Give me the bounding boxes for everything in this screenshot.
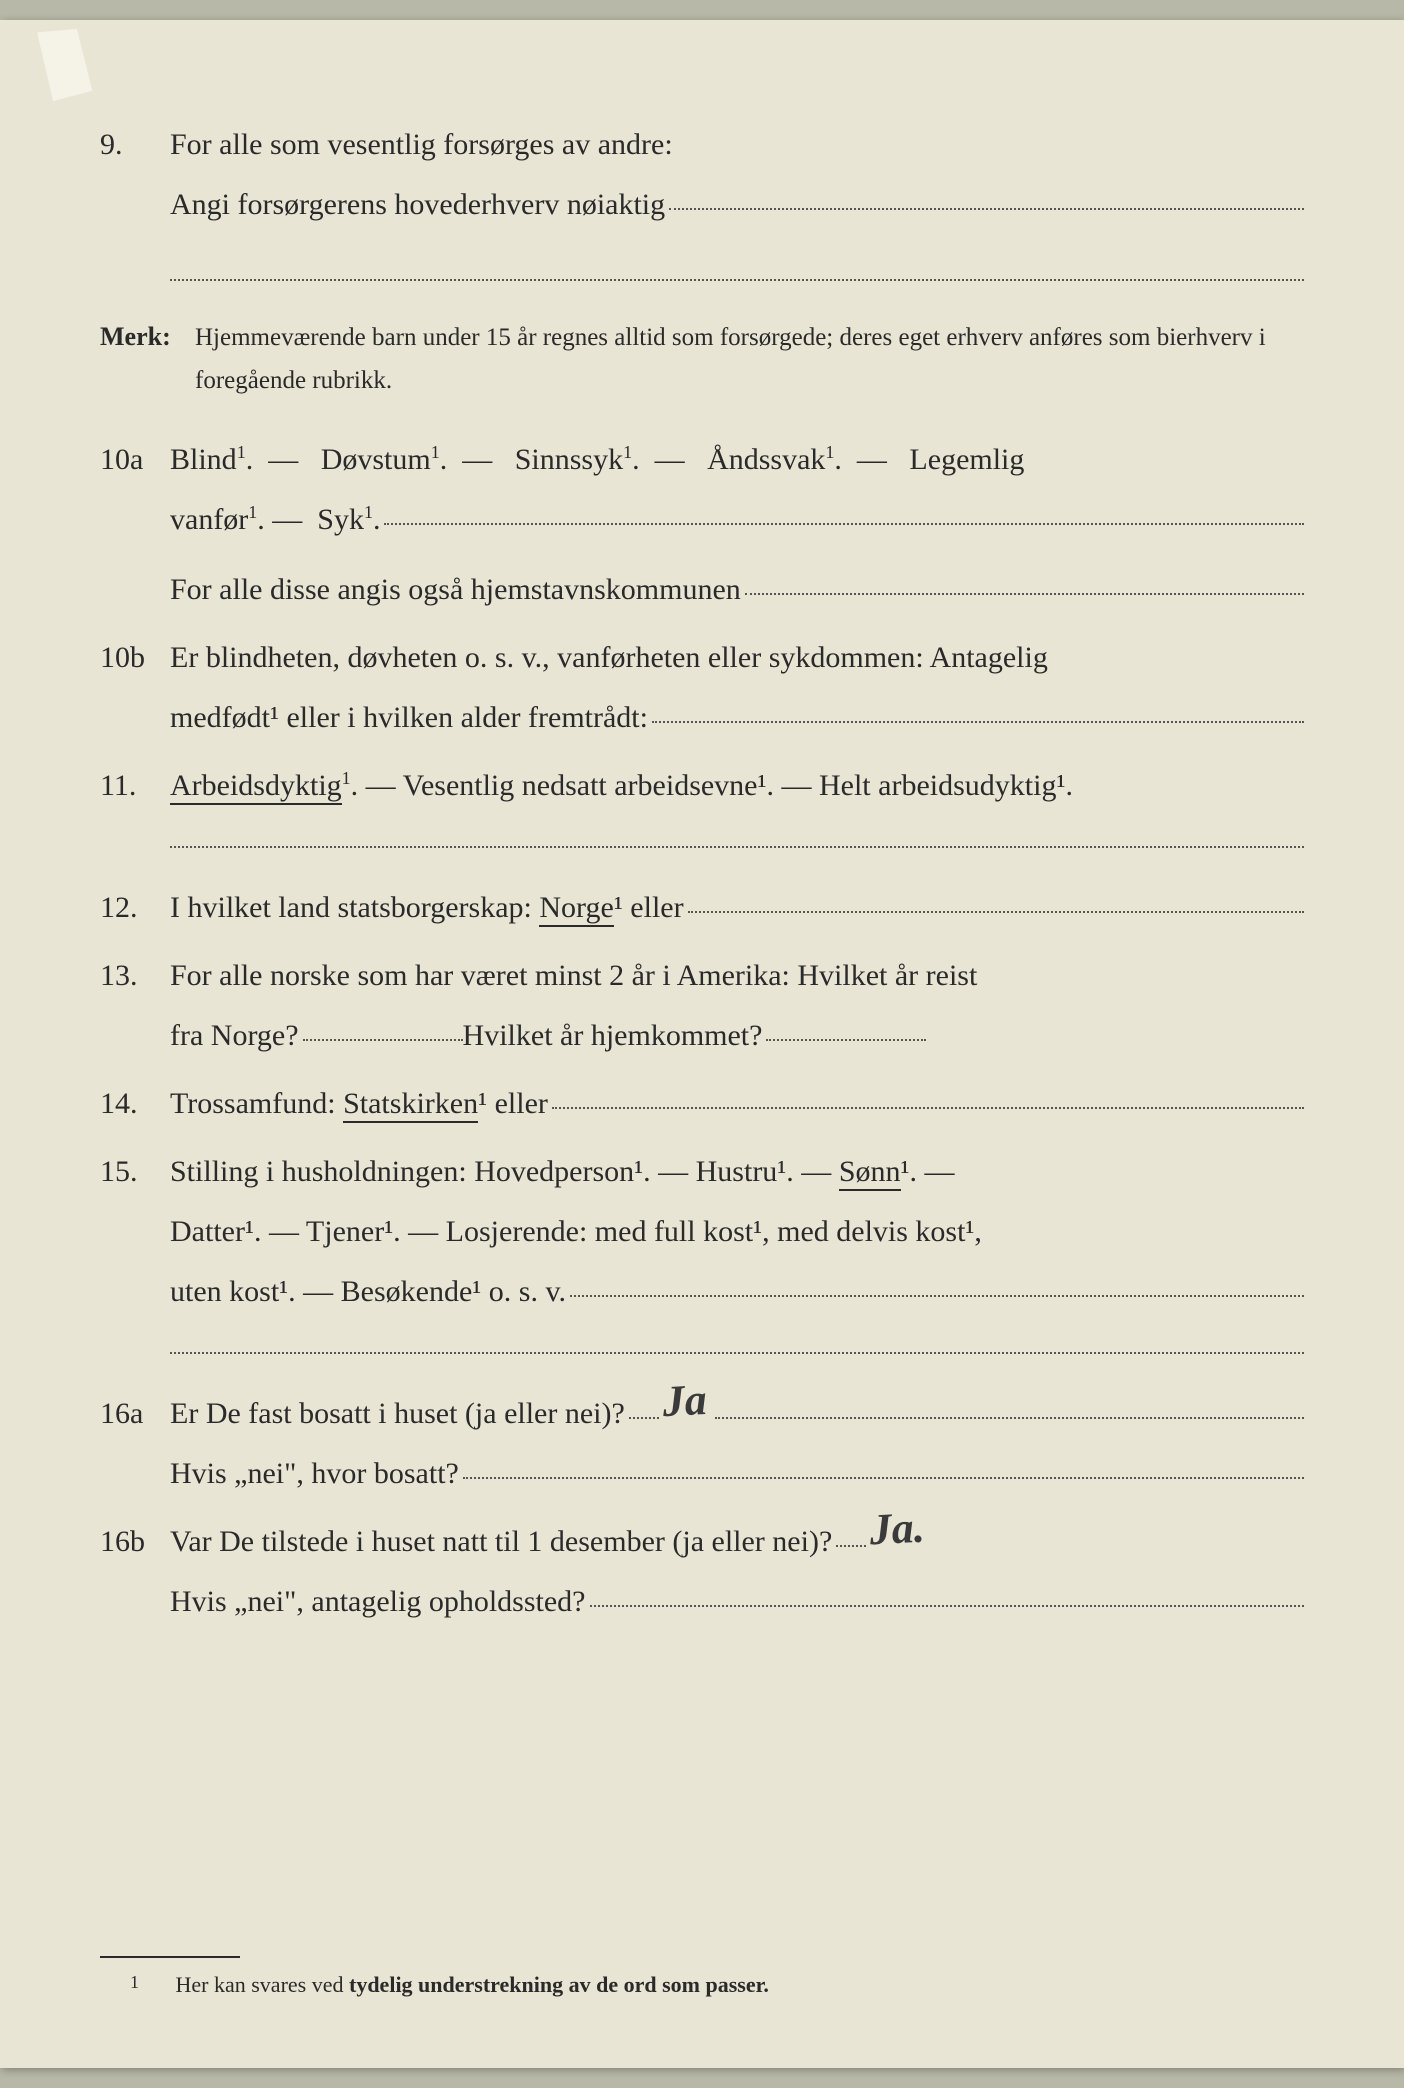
footnote: 1 Her kan svares ved tydelig understrekn… [95, 1972, 1304, 1998]
q15-blank-line[interactable] [170, 1352, 1304, 1354]
q15-number: 15. [95, 1143, 170, 1200]
q12-content: I hvilket land statsborgerskap: Norge¹ e… [170, 878, 1304, 938]
torn-corner-decoration [37, 28, 93, 102]
q10a-options-line2: vanfør1. — Syk1. [170, 490, 1304, 550]
q10b-line2: medfødt¹ eller i hvilken alder fremtrådt… [170, 688, 1304, 748]
q13-year-left-blank[interactable] [303, 1011, 463, 1041]
q14-blank[interactable] [552, 1079, 1304, 1109]
q10b-content: Er blindheten, døvheten o. s. v., vanfør… [170, 628, 1304, 748]
question-15: 15. Stilling i husholdningen: Hovedperso… [95, 1142, 1304, 1322]
q12-selected-option[interactable]: Norge [539, 891, 613, 927]
q13-content: For alle norske som har været minst 2 år… [170, 946, 1304, 1066]
q16a-number: 16a [95, 1385, 170, 1442]
q16b-content: Var De tilstede i huset natt til 1 desem… [170, 1512, 1304, 1632]
q16b-followup: Hvis „nei", antagelig opholdssted? [170, 1572, 1304, 1632]
q10a-content: Blind1. — Døvstum1. — Sinnssyk1. — Åndss… [170, 430, 1304, 620]
footnote-marker: 1 [130, 1972, 170, 1993]
q15-line3: uten kost¹. — Besøkende¹ o. s. v. [170, 1262, 1304, 1322]
question-12: 12. I hvilket land statsborgerskap: Norg… [95, 878, 1304, 938]
q10a-options-line1: Blind1. — Døvstum1. — Sinnssyk1. — Åndss… [170, 430, 1304, 490]
q11-blank-line[interactable] [170, 846, 1304, 848]
q11-number: 11. [95, 757, 170, 814]
census-form-page: 9. For alle som vesentlig forsørges av a… [0, 20, 1404, 2068]
q14-number: 14. [95, 1075, 170, 1132]
merk-label: Merk: [95, 322, 195, 352]
q11-selected-option[interactable]: Arbeidsdyktig [170, 769, 342, 805]
q10a-line3: For alle disse angis også hjemstavnskomm… [170, 560, 1304, 620]
q10b-blank[interactable] [652, 693, 1304, 723]
merk-note: Merk: Hjemmeværende barn under 15 år reg… [95, 317, 1304, 402]
q16a-line1: Er De fast bosatt i huset (ja eller nei)… [170, 1384, 1304, 1444]
q16b-number: 16b [95, 1513, 170, 1570]
question-11: 11. Arbeidsdyktig1. — Vesentlig nedsatt … [95, 756, 1304, 816]
question-10b: 10b Er blindheten, døvheten o. s. v., va… [95, 628, 1304, 748]
q16a-followup: Hvis „nei", hvor bosatt? [170, 1444, 1304, 1504]
q13-number: 13. [95, 947, 170, 1004]
question-10a: 10a Blind1. — Døvstum1. — Sinnssyk1. — Å… [95, 430, 1304, 620]
q9-blank-line[interactable] [170, 253, 1304, 281]
q14-content: Trossamfund: Statskirken¹ eller [170, 1074, 1304, 1134]
q9-line1: For alle som vesentlig forsørges av andr… [170, 115, 1304, 175]
question-14: 14. Trossamfund: Statskirken¹ eller [95, 1074, 1304, 1134]
question-9: 9. For alle som vesentlig forsørges av a… [95, 115, 1304, 299]
q15-blank[interactable] [570, 1267, 1304, 1297]
q15-line2: Datter¹. — Tjener¹. — Losjerende: med fu… [170, 1202, 1304, 1262]
q16b-answer: Ja. [869, 1517, 925, 1542]
q13-line1: For alle norske som har været minst 2 år… [170, 946, 1304, 1006]
q12-blank[interactable] [688, 883, 1304, 913]
q13-line2: fra Norge? Hvilket år hjemkommet? [170, 1006, 1304, 1066]
q13-year-return-blank[interactable] [766, 1011, 926, 1041]
q15-selected-option[interactable]: Sønn [839, 1155, 901, 1191]
q10a-hjemstavn-blank[interactable] [745, 565, 1304, 595]
q10a-blank[interactable] [384, 495, 1304, 525]
q9-number: 9. [95, 116, 170, 173]
q16b-line1: Var De tilstede i huset natt til 1 desem… [170, 1512, 1304, 1572]
q9-content: For alle som vesentlig forsørges av andr… [170, 115, 1304, 299]
q10b-line1: Er blindheten, døvheten o. s. v., vanfør… [170, 628, 1304, 688]
question-13: 13. For alle norske som har været minst … [95, 946, 1304, 1066]
q11-content: Arbeidsdyktig1. — Vesentlig nedsatt arbe… [170, 756, 1304, 816]
question-16a: 16a Er De fast bosatt i huset (ja eller … [95, 1384, 1304, 1504]
q16b-followup-blank[interactable] [590, 1577, 1305, 1607]
footnote-rule [100, 1956, 240, 1958]
q10b-number: 10b [95, 629, 170, 686]
q15-content: Stilling i husholdningen: Hovedperson¹. … [170, 1142, 1304, 1322]
q14-selected-option[interactable]: Statskirken [343, 1087, 478, 1123]
q15-line1: Stilling i husholdningen: Hovedperson¹. … [170, 1142, 1304, 1202]
q12-number: 12. [95, 879, 170, 936]
q16a-content: Er De fast bosatt i huset (ja eller nei)… [170, 1384, 1304, 1504]
q9-blank[interactable] [669, 180, 1304, 210]
question-16b: 16b Var De tilstede i huset natt til 1 d… [95, 1512, 1304, 1632]
q16a-answer: Ja [662, 1389, 707, 1413]
merk-text: Hjemmeværende barn under 15 år regnes al… [195, 317, 1304, 402]
q16a-followup-blank[interactable] [463, 1449, 1304, 1479]
footnote-area: 1 Her kan svares ved tydelig understrekn… [95, 1956, 1304, 1998]
q10a-number: 10a [95, 431, 170, 488]
q9-line2: Angi forsørgerens hovederhverv nøiaktig [170, 175, 1304, 235]
